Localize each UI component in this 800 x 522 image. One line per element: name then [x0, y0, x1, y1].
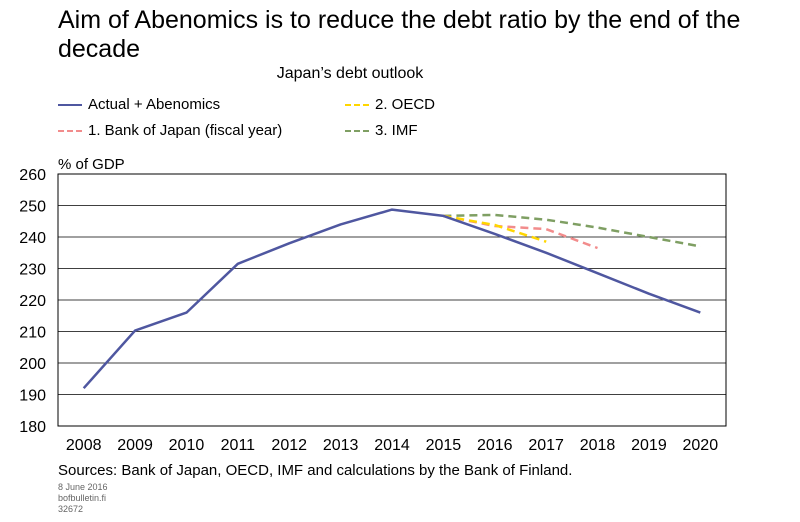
series-line-actual-abenomics: [82, 208, 701, 390]
y-tick-label: 250: [19, 199, 46, 216]
chart-subtitle: Japan’s debt outlook: [276, 65, 424, 82]
x-tick-label: 2018: [580, 437, 616, 454]
legend-label-oecd: 2. OECD: [375, 96, 436, 113]
plot-area-border: [57, 173, 727, 427]
x-tick-labels: 2008 2009 2010 2011 2012 2013 2014 2015 2016 2017…: [66, 437, 718, 454]
chart-title: Aim of Abenomics is to reduce the debt r…: [58, 6, 741, 63]
x-tick-label: 2009: [117, 437, 153, 454]
publication-date: 8 June 2016: [58, 482, 108, 492]
x-tick-label: 2012: [271, 437, 307, 454]
legend-label-boj: 1. Bank of Japan (fiscal year): [88, 122, 283, 139]
x-tick-label: 2017: [528, 437, 564, 454]
legend-item-oecd: 2. OECD: [345, 96, 435, 113]
legend-label-actual: Actual + Abenomics: [88, 96, 221, 113]
y-axis-unit-label: % of GDP: [58, 156, 125, 173]
series-line-2-oecd: [443, 214, 547, 243]
x-tick-label: 2011: [221, 437, 256, 454]
legend-swatch-actual: [58, 103, 82, 106]
sources-note: Sources: Bank of Japan, OECD, IMF and ca…: [58, 462, 573, 479]
grid-lines: [58, 205, 726, 395]
series-line-3-imf: [443, 213, 701, 248]
y-tick-label: 220: [19, 293, 46, 310]
y-tick-label: 190: [19, 388, 46, 405]
y-tick-label: 230: [19, 262, 46, 279]
x-tick-label: 2019: [631, 437, 667, 454]
x-tick-label: 2013: [323, 437, 359, 454]
y-tick-label: 260: [19, 167, 46, 184]
x-tick-label: 2014: [374, 437, 410, 454]
legend-item-actual: Actual + Abenomics: [58, 96, 220, 113]
x-tick-label: 2020: [683, 437, 719, 454]
site-name: bofbulletin.fi: [58, 493, 107, 503]
legend-swatch-oecd: [345, 103, 369, 106]
y-tick-label: 210: [19, 325, 46, 342]
legend-item-imf: 3. IMF: [345, 122, 418, 139]
x-tick-label: 2016: [477, 437, 513, 454]
x-tick-label: 2008: [66, 437, 102, 454]
legend-swatch-boj: [58, 129, 82, 132]
legend-label-imf: 3. IMF: [375, 122, 418, 139]
series-lines: [82, 208, 701, 390]
x-tick-label: 2015: [426, 437, 462, 454]
x-tick-label: 2010: [169, 437, 205, 454]
y-tick-labels: 180 190 200 210 220 230 240 250 260: [19, 167, 46, 436]
y-tick-label: 180: [19, 419, 46, 436]
chart-code: 32672: [58, 504, 84, 514]
legend-item-boj: 1. Bank of Japan (fiscal year): [58, 122, 282, 139]
legend-swatch-imf: [345, 129, 369, 132]
y-tick-label: 240: [19, 230, 46, 247]
y-tick-label: 200: [19, 356, 46, 373]
